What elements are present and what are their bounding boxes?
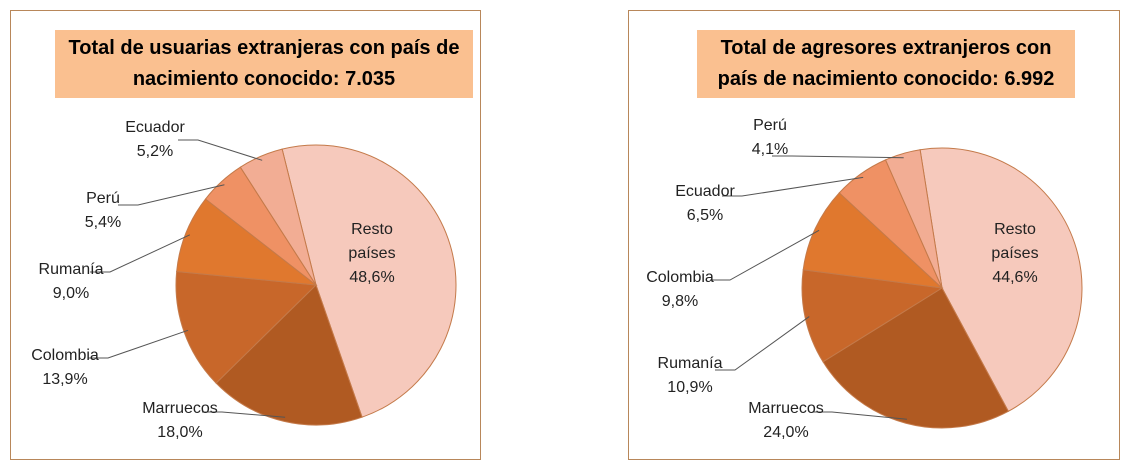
slice-label: Perú 4,1% xyxy=(752,114,788,162)
leader-line xyxy=(722,176,864,197)
pie-slice xyxy=(239,148,317,286)
slice-label: Ecuador 6,5% xyxy=(675,180,735,228)
slice-name: Rumanía xyxy=(657,355,723,372)
slice-label: Marruecos 24,0% xyxy=(748,397,824,445)
slice-value: 5,2% xyxy=(136,143,174,160)
slice-label: Colombia 9,8% xyxy=(646,266,714,314)
slice-value: 4,1% xyxy=(751,141,789,158)
slice-value: 18,0% xyxy=(157,424,203,441)
pie-slice xyxy=(801,269,944,363)
slice-name: Resto países xyxy=(348,221,396,262)
slice-label: Resto países 48,6% xyxy=(332,218,412,290)
pie-slice xyxy=(802,192,944,289)
chart-title: Total de usuarias extranjeras con país d… xyxy=(55,30,473,98)
slice-value: 6,5% xyxy=(686,207,724,224)
slice-value: 13,9% xyxy=(42,371,88,388)
slice-name: Perú xyxy=(753,117,787,134)
pie-slice xyxy=(884,149,943,289)
slice-value: 10,9% xyxy=(667,379,713,396)
pie-slice xyxy=(176,198,318,286)
leader-line xyxy=(178,139,263,161)
slice-label: Ecuador 5,2% xyxy=(125,116,185,164)
slice-label: Rumanía 9,0% xyxy=(39,258,104,306)
slice-name: Colombia xyxy=(31,347,99,364)
leader-line xyxy=(88,329,189,359)
slice-label: Colombia 13,9% xyxy=(31,344,99,392)
slice-value: 24,0% xyxy=(763,424,809,441)
pie-slice xyxy=(822,287,1010,429)
slice-label: Perú 5,4% xyxy=(85,187,121,235)
leader-line xyxy=(202,411,286,418)
slice-value: 9,0% xyxy=(52,285,90,302)
slice-value: 48,6% xyxy=(349,269,395,286)
slice-name: Marruecos xyxy=(142,400,218,417)
slice-label: Marruecos 18,0% xyxy=(142,397,218,445)
leader-line xyxy=(710,229,820,281)
pie-slice xyxy=(281,144,457,418)
pie-slice xyxy=(919,147,1083,412)
pie-slice xyxy=(215,284,363,426)
page: {"chart_data": [ {"type": "pie", "title"… xyxy=(10,10,1120,460)
slice-name: Ecuador xyxy=(675,183,735,200)
slice-name: Colombia xyxy=(646,269,714,286)
pies xyxy=(88,139,1083,429)
slice-name: Perú xyxy=(86,190,120,207)
slice-label: Resto países 44,6% xyxy=(975,218,1055,290)
slice-name: Ecuador xyxy=(125,119,185,136)
slice-value: 5,4% xyxy=(84,214,122,231)
slice-name: Resto países xyxy=(991,221,1039,262)
slice-value: 9,8% xyxy=(661,293,699,310)
slice-name: Rumanía xyxy=(38,261,104,278)
leader-line xyxy=(812,411,907,420)
leader-line xyxy=(715,316,810,371)
leader-line xyxy=(772,155,904,159)
slice-label: Rumanía 10,9% xyxy=(658,352,723,400)
leader-line xyxy=(118,184,225,206)
chart-title: Total de agresores extranjeros con país … xyxy=(697,30,1075,98)
slice-value: 44,6% xyxy=(992,269,1038,286)
leader-line xyxy=(90,234,191,273)
slice-name: Marruecos xyxy=(748,400,824,417)
